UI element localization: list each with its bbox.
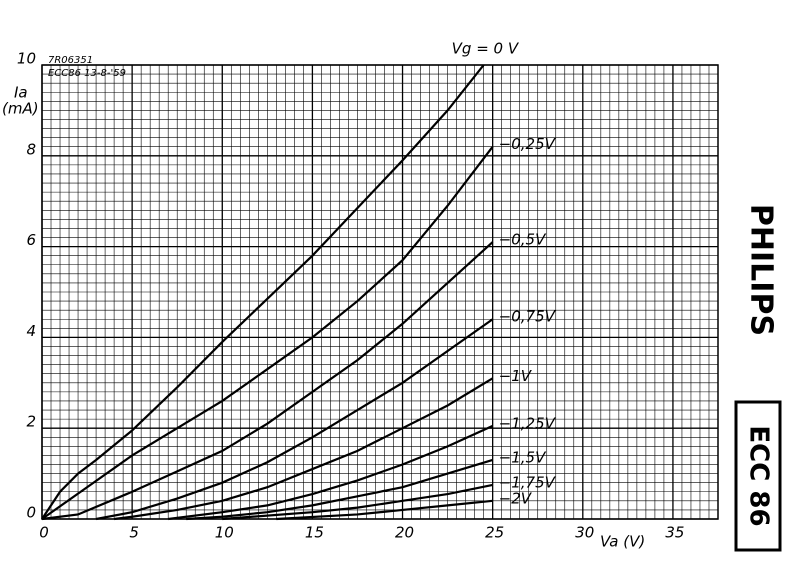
curve-label: −0,75V [499, 308, 557, 326]
curve-label: −1V [499, 367, 533, 385]
x-tick-label: 15 [305, 524, 324, 542]
x-tick-label: 20 [395, 524, 414, 542]
curve-label: −1,25V [499, 414, 557, 432]
y-axis-label: Ia [14, 84, 28, 102]
curve [168, 424, 494, 521]
x-tick-label: 30 [575, 524, 594, 542]
x-tick-label: 10 [215, 524, 234, 542]
y-axis-unit: (mA) [2, 100, 39, 118]
tube-box [734, 400, 782, 552]
curve [222, 483, 493, 521]
y-tick-label: 2 [26, 413, 36, 431]
y-tick-label: 6 [26, 231, 36, 249]
brand: PHILIPS [744, 204, 779, 336]
x-tick-label: 5 [129, 524, 139, 542]
curve-label: −2V [499, 489, 533, 507]
x-axis-label: Va (V) [600, 533, 645, 551]
curve-label: Vg = 0 V [452, 40, 520, 58]
annotation: 7R06351 [48, 55, 93, 66]
y-tick-label: 4 [26, 322, 36, 340]
plot-frame [41, 64, 719, 520]
tube-type: ECC 86 [744, 425, 774, 526]
y-tick-label: 10 [17, 50, 36, 68]
curve [186, 458, 493, 521]
curve [276, 499, 493, 521]
curve-label: −0,25V [499, 135, 557, 153]
curve [41, 146, 494, 520]
y-tick-label: 0 [26, 504, 36, 522]
x-tick-label: 0 [39, 524, 49, 542]
curve-label: −1,5V [499, 448, 547, 466]
curve-label: −1,75V [499, 473, 557, 491]
curve [113, 377, 494, 521]
curve [41, 64, 485, 520]
x-tick-label: 35 [665, 524, 684, 542]
curve-label: −0,5V [499, 231, 547, 249]
curve [41, 241, 494, 521]
curve [95, 318, 494, 521]
y-tick-label: 8 [26, 140, 36, 158]
x-tick-label: 25 [485, 524, 504, 542]
